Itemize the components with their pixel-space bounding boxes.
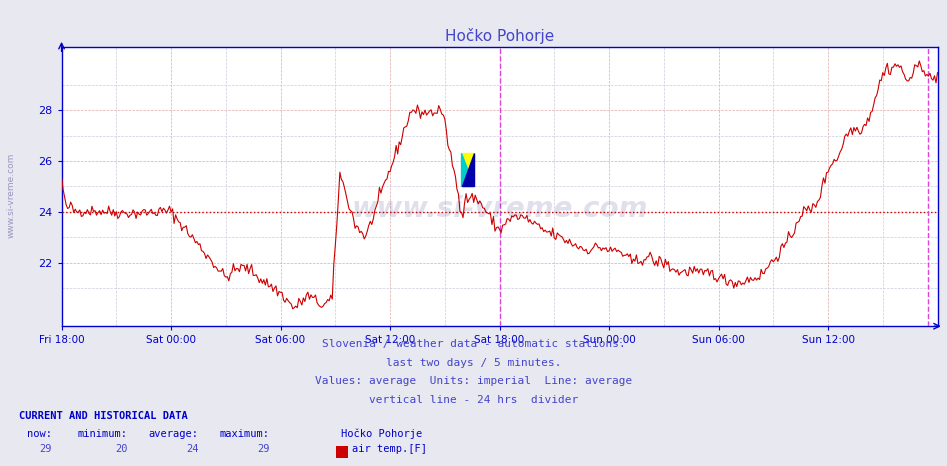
Text: average:: average: [149,429,199,439]
Bar [461,153,474,186]
Text: now:: now: [27,429,52,439]
Text: Slovenia / weather data - automatic stations.: Slovenia / weather data - automatic stat… [322,339,625,349]
Text: maximum:: maximum: [220,429,270,439]
Text: 29: 29 [258,444,270,454]
Polygon shape [461,153,474,186]
Text: vertical line - 24 hrs  divider: vertical line - 24 hrs divider [369,395,578,405]
Text: 20: 20 [116,444,128,454]
Text: Values: average  Units: imperial  Line: average: Values: average Units: imperial Line: av… [314,377,633,386]
Text: minimum:: minimum: [78,429,128,439]
Text: www.si-vreme.com: www.si-vreme.com [7,153,16,239]
Title: Hočko Pohorje: Hočko Pohorje [445,28,554,44]
Polygon shape [461,153,474,186]
Text: last two days / 5 minutes.: last two days / 5 minutes. [385,358,562,368]
Text: 29: 29 [40,444,52,454]
Text: air temp.[F]: air temp.[F] [352,444,427,454]
Text: CURRENT AND HISTORICAL DATA: CURRENT AND HISTORICAL DATA [19,411,188,421]
Text: 24: 24 [187,444,199,454]
Text: www.si-vreme.com: www.si-vreme.com [351,195,648,223]
Text: Hočko Pohorje: Hočko Pohorje [341,428,422,439]
